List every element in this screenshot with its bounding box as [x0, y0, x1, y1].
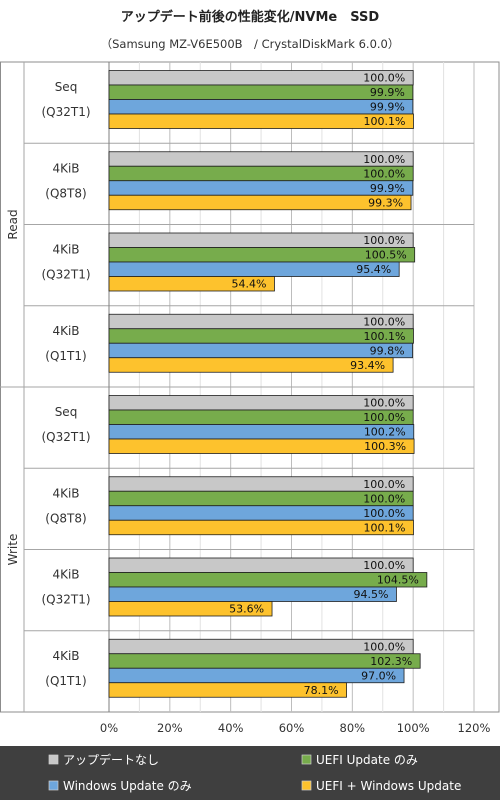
group-label: Write [6, 534, 20, 566]
data-label: 99.3% [368, 196, 403, 209]
data-label: 100.0% [363, 478, 405, 491]
data-label: 99.9% [370, 86, 405, 99]
data-label: 99.8% [370, 344, 405, 357]
data-label: 94.5% [353, 588, 388, 601]
category-label-line1: 4KiB [52, 568, 79, 582]
legend-label: UEFI Update のみ [316, 753, 418, 767]
legend-label: アップデートなし [63, 752, 159, 767]
x-tick-label: 100% [397, 721, 430, 735]
bar [108, 519, 414, 536]
legend: アップデートなし UEFI Update のみ Windows Update のみ U… [0, 746, 500, 800]
bar [108, 357, 394, 373]
category-label-line1: 4KiB [52, 324, 79, 338]
category-label-line2: (Q8T8) [45, 511, 86, 525]
legend-label: Windows Update のみ [63, 779, 192, 793]
legend-swatch [301, 754, 312, 765]
x-tick-label: 120% [458, 721, 491, 735]
category-label-line2: (Q8T8) [45, 186, 86, 200]
bar [108, 342, 413, 359]
bar [108, 84, 414, 100]
bar [108, 682, 347, 698]
data-label: 100.0% [363, 507, 405, 520]
data-label: 54.4% [232, 278, 267, 291]
x-tick-label: 20% [157, 721, 183, 735]
data-label: 93.4% [350, 359, 385, 372]
category-label-line1: Seq [55, 80, 78, 94]
data-label: 100.1% [364, 521, 406, 534]
x-tick-label: 40% [218, 721, 244, 735]
data-label: 100.5% [365, 249, 407, 262]
legend-label: UEFI + Windows Update [316, 779, 461, 793]
data-label: 102.3% [370, 655, 412, 668]
bar [108, 113, 414, 129]
x-tick-label: 80% [340, 721, 366, 735]
data-label: 99.9% [370, 182, 405, 195]
bar [108, 194, 412, 211]
data-label: 100.0% [363, 315, 405, 328]
data-label: 100.0% [363, 411, 405, 424]
data-label: 97.0% [361, 669, 396, 682]
data-label: 104.5% [377, 574, 419, 587]
chart-subtitle: （Samsung MZ-V6E500B / CrystalDiskMark 6.… [101, 37, 400, 51]
bar [108, 99, 414, 115]
data-label: 53.6% [229, 603, 264, 616]
category-label-line2: (Q32T1) [41, 268, 90, 282]
data-label: 99.9% [370, 101, 405, 114]
data-label: 100.0% [363, 234, 405, 247]
category-label-line1: 4KiB [52, 243, 79, 257]
data-label: 100.0% [363, 397, 405, 410]
category-label-line1: Seq [55, 405, 78, 419]
category-label-line2: (Q1T1) [45, 349, 86, 363]
bar [108, 180, 414, 196]
legend-swatch [301, 780, 312, 791]
x-tick-label: 0% [100, 721, 118, 735]
category-label-line2: (Q32T1) [41, 105, 90, 119]
chart-title: アップデート前後の性能変化/NVMe SSD [121, 9, 380, 25]
category-label-line2: (Q1T1) [45, 674, 86, 688]
category-label-line1: 4KiB [52, 161, 79, 175]
data-label: 100.0% [363, 492, 405, 505]
data-label: 100.0% [363, 153, 405, 166]
data-label: 100.0% [363, 167, 405, 180]
group-label: Read [6, 209, 20, 239]
data-label: 100.0% [363, 640, 405, 653]
x-tick-label: 60% [279, 721, 305, 735]
category-label-line2: (Q32T1) [41, 593, 90, 607]
category-label-line1: 4KiB [52, 486, 79, 500]
bar [108, 276, 275, 292]
legend-background [0, 746, 500, 800]
data-label: 100.0% [363, 72, 405, 85]
bar [108, 438, 415, 454]
category-label-line2: (Q32T1) [41, 430, 90, 444]
data-label: 100.0% [363, 559, 405, 572]
data-label: 100.3% [364, 440, 406, 453]
bar [108, 667, 405, 684]
bar [108, 601, 273, 617]
data-label: 100.1% [364, 115, 406, 128]
category-label-line1: 4KiB [52, 649, 79, 663]
legend-swatch [48, 754, 59, 765]
plot-area: Read Write Seq (Q32T1) 4KiB (Q8T8) 4KiB (Q32T1)… [0, 61, 500, 735]
data-label: 100.2% [364, 426, 406, 439]
data-label: 100.1% [364, 330, 406, 343]
data-label: 95.4% [356, 263, 391, 276]
legend-swatch [48, 780, 59, 791]
data-label: 78.1% [304, 684, 339, 697]
